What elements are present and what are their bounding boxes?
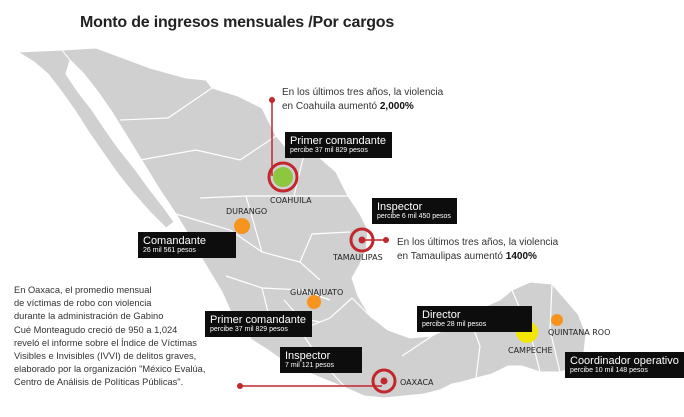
label-title: Coordinador operativo xyxy=(570,355,679,367)
baja-california-shape xyxy=(16,49,175,229)
tamaulipas-leader-dot xyxy=(383,237,389,243)
note-line: En los últimos tres años, la violencia xyxy=(282,87,444,98)
note-tamaulipas: En los últimos tres años, la violencia e… xyxy=(397,236,558,263)
coahuila-leader-dot xyxy=(269,97,275,103)
label-title: Primer comandante xyxy=(290,135,386,147)
label-detail: 7 mil 121 pesos xyxy=(285,362,335,370)
state-label-coahuila: COAHUILA xyxy=(270,196,312,205)
quintana-roo-orange-marker xyxy=(551,314,563,326)
state-label-durango: DURANGO xyxy=(226,207,268,216)
paragraph-line: Cué Monteagudo creció de 950 a 1,024 xyxy=(14,324,178,335)
label-box-quintana-roo: Coordinador operativo percibe 10 mil 148… xyxy=(565,352,684,378)
label-title: Director xyxy=(422,309,461,321)
note-line: En los últimos tres años, la violencia xyxy=(397,237,559,248)
label-title: Inspector xyxy=(377,201,423,213)
label-title: Primer comandante xyxy=(210,314,306,326)
tamaulipas-red-ring xyxy=(349,227,375,253)
paragraph-line: de víctimas de robo con violencia xyxy=(14,298,152,309)
note-value: 1400% xyxy=(505,250,537,262)
oaxaca-leader-dot xyxy=(237,383,243,389)
oaxaca-red-ring xyxy=(371,368,397,394)
oaxaca-red-dot xyxy=(380,377,388,385)
map-title: Monto de ingresos mensuales /Por cargos xyxy=(80,14,395,31)
label-detail: percibe 10 mil 148 pesos xyxy=(570,367,648,375)
durango-orange-marker xyxy=(234,218,250,234)
note-coahuila: En los últimos tres años, la violencia e… xyxy=(282,86,443,113)
coahuila-red-ring xyxy=(267,161,299,193)
note-value: 2,000% xyxy=(379,100,414,112)
label-box-oaxaca: Inspector 7 mil 121 pesos xyxy=(280,347,363,373)
label-detail: percibe 6 mil 450 pesos xyxy=(377,213,451,221)
label-box-durango: Comandante 26 mil 561 pesos xyxy=(138,232,236,258)
paragraph-line: reveló el informe sobre el Índice de Víc… xyxy=(14,337,197,348)
paragraph-line: elaborado por la organización "México Ev… xyxy=(14,364,206,375)
guanajuato-orange-marker xyxy=(307,295,321,309)
paragraph-line: En Oaxaca, el promedio mensual xyxy=(14,285,152,295)
label-box-tamaulipas: Inspector percibe 6 mil 450 pesos xyxy=(372,198,457,224)
label-box-guanajuato: Primer comandante percibe 37 mil 829 pes… xyxy=(205,311,312,337)
state-label-oaxaca: OAXACA xyxy=(400,378,434,387)
label-detail: percibe 28 mil pesos xyxy=(422,321,487,329)
label-detail: percibe 37 mil 829 pesos xyxy=(210,326,288,334)
note-text: en Coahuila aumentó xyxy=(282,100,378,112)
paragraph-line: Centro de Análisis de Políticas Públicas… xyxy=(14,377,184,388)
label-box-coahuila: Primer comandante percibe 37 mil 829 pes… xyxy=(285,132,392,158)
label-title: Comandante xyxy=(143,235,206,247)
paragraph-line: durante la administración de Gabino xyxy=(14,311,164,322)
label-title: Inspector xyxy=(285,350,331,362)
label-box-campeche: Director percibe 28 mil pesos xyxy=(417,306,533,332)
state-label-campeche: CAMPECHE xyxy=(508,346,553,355)
label-detail: 26 mil 561 pesos xyxy=(143,247,196,255)
note-line: en Tamaulipas aumentó 1400% xyxy=(397,250,558,264)
tamaulipas-red-dot xyxy=(358,236,366,244)
state-label-quintana-roo: QUINTANA ROO xyxy=(548,328,611,337)
note-line: en Coahuila aumentó 2,000% xyxy=(282,100,443,114)
state-label-guanajuato: GUANAJUATO xyxy=(290,288,344,297)
coahuila-green-marker xyxy=(273,167,293,187)
state-label-tamaulipas: TAMAULIPAS xyxy=(333,253,383,262)
paragraph-line: Visibles e Invisibles (IVVI) de delitos … xyxy=(14,350,197,361)
label-detail: percibe 37 mil 829 pesos xyxy=(290,147,368,155)
oaxaca-paragraph: En Oaxaca, el promedio mensual de víctim… xyxy=(14,284,246,390)
note-text: en Tamaulipas aumentó xyxy=(397,250,503,262)
